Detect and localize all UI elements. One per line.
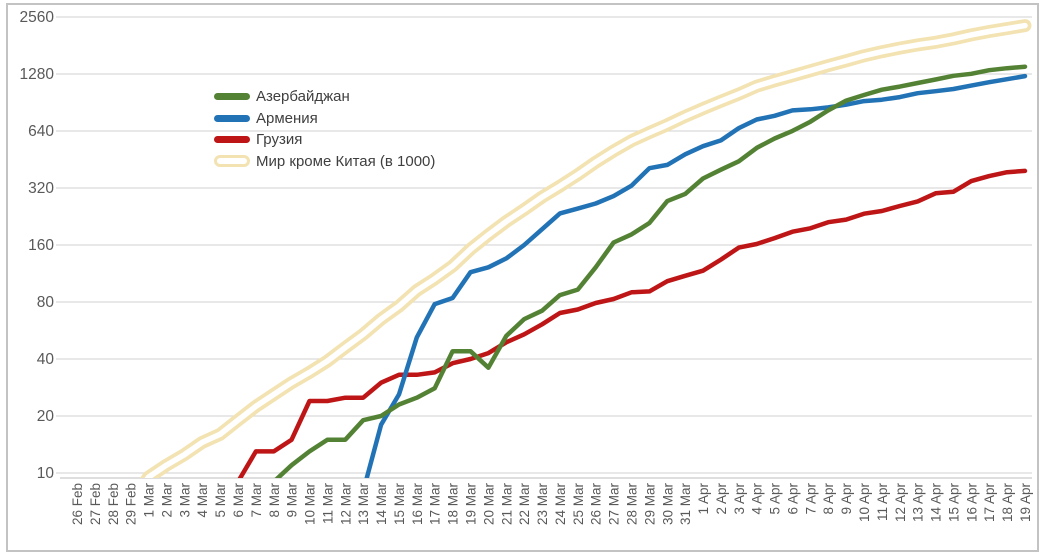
x-axis-tick-label: 26 Feb — [70, 483, 85, 525]
x-axis-tick-label: 2 Apr — [714, 483, 729, 515]
x-axis-tick-label: 28 Feb — [106, 483, 121, 525]
x-axis-tick-label: 22 Mar — [517, 483, 532, 526]
x-axis-tick-label: 4 Apr — [750, 483, 765, 515]
x-axis-tick-label: 30 Mar — [660, 483, 675, 526]
series-line-world-ex-china-inner — [144, 22, 1028, 478]
legend-item: Мир кроме Китая (в 1000) — [214, 151, 435, 173]
x-axis-tick-label: 15 Apr — [946, 482, 961, 522]
x-axis-tick-label: 16 Mar — [410, 483, 425, 526]
x-axis-tick-label: 10 Apr — [857, 482, 872, 522]
x-axis-tick-label: 16 Apr — [964, 482, 979, 522]
x-axis-tick-label: 11 Mar — [320, 482, 335, 524]
y-axis-tick-label: 160 — [28, 237, 54, 254]
x-axis-tick-label: 6 Apr — [785, 483, 800, 515]
x-axis-tick-label: 31 Mar — [678, 483, 693, 526]
y-axis-tick-label: 10 — [37, 465, 55, 482]
x-axis-tick-label: 1 Apr — [696, 483, 711, 515]
x-axis-tick-label: 27 Mar — [607, 483, 622, 526]
x-axis-tick-label: 25 Mar — [571, 483, 586, 526]
series-line-Азербайджан — [274, 64, 1028, 478]
x-axis-tick-label: 12 Mar — [338, 483, 353, 526]
legend-line-swatch-icon — [214, 136, 250, 144]
legend-line-swatch-icon — [214, 155, 250, 168]
x-axis-tick-label: 20 Mar — [481, 483, 496, 526]
y-axis-tick-label: 80 — [37, 294, 55, 311]
x-axis-tick-label: 4 Mar — [195, 483, 210, 518]
y-axis-tick-label: 2560 — [20, 9, 55, 26]
x-axis-tick-label: 7 Mar — [249, 483, 264, 518]
x-axis-tick-label: 17 Mar — [428, 483, 443, 526]
x-axis-tick-label: 27 Feb — [88, 483, 103, 525]
legend-label: Мир кроме Китая (в 1000) — [256, 152, 436, 170]
x-axis-tick-label: 15 Mar — [392, 483, 407, 526]
x-axis-tick-label: 21 Mar — [499, 483, 514, 526]
x-axis-tick-label: 9 Mar — [285, 483, 300, 518]
y-axis-tick-label: 1280 — [20, 66, 55, 83]
y-axis-tick-label: 320 — [28, 180, 54, 197]
legend-item: Азербайджан — [214, 86, 435, 108]
x-axis-tick-label: 26 Mar — [589, 483, 604, 526]
x-axis-tick-label: 8 Apr — [821, 483, 836, 515]
legend: Азербайджан Армения Грузия Мир кроме Китая … — [214, 86, 435, 172]
legend-line-swatch-icon — [214, 93, 250, 101]
x-axis-tick-label: 9 Apr — [839, 483, 854, 515]
series-line-Грузия — [237, 168, 1028, 478]
legend-line-swatch-icon — [214, 114, 250, 122]
x-axis-tick-label: 23 Mar — [535, 483, 550, 526]
x-axis-tick-label: 19 Apr — [1018, 482, 1033, 522]
x-axis-tick-label: 10 Mar — [303, 483, 318, 526]
y-axis-tick-label: 640 — [28, 123, 54, 140]
x-axis-tick-label: 17 Apr — [982, 482, 997, 522]
x-axis-tick-label: 5 Mar — [213, 483, 228, 518]
legend-label: Армения — [256, 109, 318, 127]
x-axis-tick-label: 29 Mar — [642, 483, 657, 526]
x-axis-tick-label: 13 Apr — [911, 482, 926, 522]
series-line-Армения — [364, 73, 1028, 478]
x-axis-tick-label: 28 Mar — [624, 483, 639, 526]
x-axis-tick-label: 2 Mar — [159, 483, 174, 518]
x-axis-tick-label: 11 Apr — [875, 482, 890, 521]
x-axis-tick-label: 12 Apr — [893, 482, 908, 522]
x-axis-tick-label: 7 Apr — [803, 483, 818, 515]
legend-item: Армения — [214, 108, 435, 130]
x-axis-tick-label: 3 Mar — [177, 483, 192, 518]
y-axis-tick-label: 20 — [37, 408, 55, 425]
x-axis-tick-label: 13 Mar — [356, 483, 371, 526]
x-axis-tick-label: 1 Mar — [142, 483, 157, 518]
x-axis-tick-label: 6 Mar — [231, 483, 246, 518]
x-axis-tick-label: 29 Feb — [124, 483, 139, 525]
x-axis-tick-label: 5 Apr — [768, 483, 783, 515]
x-axis-tick-label: 14 Apr — [929, 482, 944, 522]
x-axis-tick-label: 14 Mar — [374, 483, 389, 526]
x-axis-tick-label: 24 Mar — [553, 483, 568, 526]
x-axis-tick-label: 3 Apr — [732, 483, 747, 515]
x-axis-tick-label: 8 Mar — [267, 483, 282, 518]
x-axis-tick-label: 18 Mar — [446, 483, 461, 526]
y-axis-tick-label: 40 — [37, 351, 55, 368]
legend-label: Азербайджан — [256, 88, 350, 106]
x-axis-tick-label: 19 Mar — [464, 483, 479, 526]
x-axis-tick-label: 18 Apr — [1000, 482, 1015, 522]
legend-item: Грузия — [214, 129, 435, 151]
legend-label: Грузия — [256, 131, 303, 149]
